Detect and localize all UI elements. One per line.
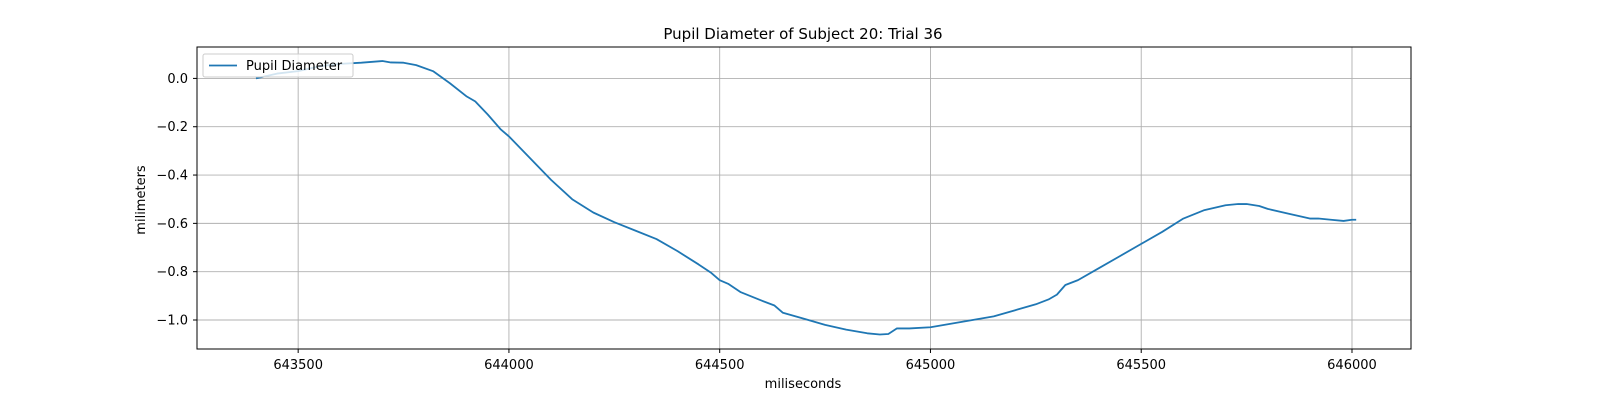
- x-tick-label: 644500: [695, 358, 745, 373]
- x-tick-label: 643500: [273, 358, 323, 373]
- y-tick-label: −0.2: [156, 120, 188, 135]
- legend: Pupil Diameter: [202, 53, 354, 78]
- axes-frame: [196, 46, 1412, 350]
- x-axis-label: miliseconds: [765, 377, 842, 392]
- series-line-pupil-diameter: [255, 60, 1357, 336]
- chart-title: Pupil Diameter of Subject 20: Trial 36: [663, 25, 942, 43]
- y-tick-label: −0.8: [156, 265, 188, 280]
- legend-box: [202, 53, 354, 78]
- y-tick-label: 0.0: [167, 72, 188, 87]
- x-tick-label: 646000: [1327, 358, 1377, 373]
- grid-lines: [197, 47, 1411, 349]
- x-tick-label: 645000: [906, 358, 956, 373]
- y-tick-label: −0.4: [156, 169, 188, 184]
- y-axis-ticks: 0.0 −0.2 −0.4 −0.6 −0.8 −1.0: [156, 72, 197, 329]
- y-tick-label: −1.0: [156, 314, 188, 329]
- y-tick-label: −0.6: [156, 217, 188, 232]
- x-tick-label: 645500: [1116, 358, 1166, 373]
- x-axis-ticks: 643500 644000 644500 645000 645500 646000: [273, 349, 1377, 373]
- y-axis-label: milimeters: [134, 165, 149, 235]
- legend-label-pupil-diameter: Pupil Diameter: [246, 59, 343, 74]
- x-tick-label: 644000: [484, 358, 534, 373]
- plot-area: [255, 60, 1357, 336]
